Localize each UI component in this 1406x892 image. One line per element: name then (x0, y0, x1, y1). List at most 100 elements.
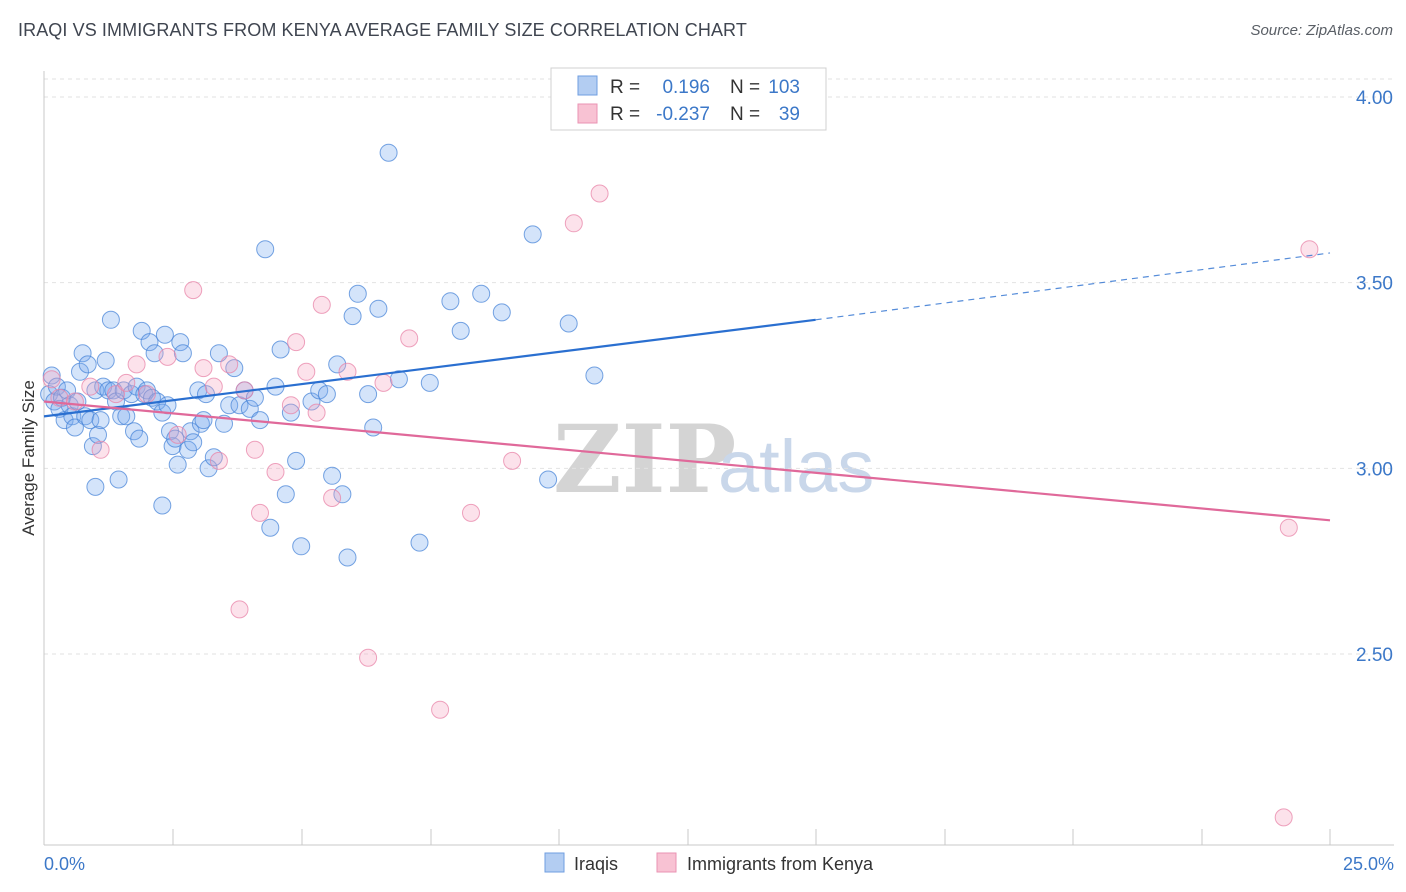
kenya-point-13 (204, 377, 223, 396)
kenya-point-2 (65, 392, 84, 411)
iraqis-point-46 (163, 437, 182, 456)
iraqis-point-27 (109, 470, 128, 489)
series-legend: Iraqis Immigrants from Kenya (544, 852, 874, 874)
kenya-point-19 (307, 403, 326, 422)
iraqis-point-84 (343, 307, 362, 326)
kenya-point-8 (137, 385, 156, 404)
iraqis-point-59 (204, 448, 223, 467)
kenya-point-35 (590, 184, 609, 203)
iraqis-point-73 (276, 485, 295, 504)
iraqis-point-90 (389, 370, 408, 389)
kenya-point-37 (1279, 518, 1298, 537)
iraqis-point-100 (585, 366, 604, 385)
kenya-point-9 (158, 347, 177, 366)
legend-r-label-2: R = (610, 104, 640, 125)
iraqis-point-63 (225, 359, 244, 378)
iraqis-point-97 (523, 225, 542, 244)
x-tick-label-left: 0.0% (44, 854, 85, 874)
iraqis-point-86 (359, 385, 378, 404)
legend-n-value-1: 103 (768, 77, 800, 98)
kenya-point-11 (184, 281, 203, 300)
series-legend-swatch-kenya (656, 852, 677, 873)
kenya-point-20 (323, 489, 342, 507)
iraqis-point-72 (271, 340, 290, 359)
kenya-point-38 (1300, 240, 1319, 259)
iraqis-point-43 (155, 325, 174, 344)
iraqis-point-89 (379, 143, 398, 162)
scatter-points (40, 143, 1319, 827)
axes (43, 71, 1394, 846)
legend-r-value-2: -0.237 (656, 104, 710, 125)
chart-source: Source: ZipAtlas.com (1250, 22, 1393, 39)
iraqis-point-98 (539, 470, 558, 489)
kenya-point-34 (564, 214, 583, 233)
kenya-point-14 (220, 355, 239, 374)
kenya-point-18 (281, 396, 300, 415)
iraqis-point-22 (96, 351, 115, 370)
kenya-point-17 (266, 463, 285, 481)
y-tick-label-2: 3.00 (1356, 459, 1393, 480)
iraqis-point-69 (256, 240, 275, 259)
legend-n-label-1: N = (730, 77, 760, 98)
kenya-point-36 (1274, 808, 1293, 827)
iraqis-point-101 (86, 477, 105, 496)
iraqis-point-76 (292, 537, 311, 556)
iraqis-point-60 (209, 344, 228, 363)
iraqis-point-79 (317, 385, 336, 404)
kenya-point-10 (168, 425, 187, 444)
kenya-point-27 (287, 333, 306, 352)
kenya-point-21 (338, 362, 357, 381)
iraqis-point-85 (348, 284, 367, 303)
legend-swatch-kenya (577, 103, 598, 124)
x-tick-label-right: 25.0% (1343, 854, 1394, 874)
iraqis-point-94 (451, 321, 470, 340)
kenya-point-12 (194, 359, 213, 378)
iraqis-point-62 (220, 396, 239, 415)
iraqis-point-99 (559, 314, 578, 333)
kenya-point-26 (230, 600, 249, 619)
iraqis-point-80 (323, 466, 342, 485)
series-legend-label-kenya: Immigrants from Kenya (687, 854, 874, 874)
iraqis-point-20 (91, 411, 110, 430)
kenya-point-24 (400, 329, 419, 348)
iraqis-trend-line (43, 318, 816, 418)
iraqis-point-92 (420, 373, 439, 392)
iraqis-point-1 (42, 366, 61, 385)
kenya-point-22 (359, 648, 378, 667)
iraqis-point-34 (130, 429, 149, 448)
iraqis-point-13 (73, 344, 92, 363)
iraqis-point-102 (153, 496, 172, 515)
trend-lines (43, 252, 1331, 522)
iraqis-point-66 (240, 399, 259, 418)
kenya-point-5 (107, 385, 125, 404)
iraqis-point-74 (281, 403, 300, 422)
chart-title: IRAQI VS IMMIGRANTS FROM KENYA AVERAGE F… (18, 20, 747, 40)
kenya-point-29 (312, 295, 331, 314)
iraqis-point-15 (78, 355, 97, 374)
stats-legend: R = 0.196 N = 103 R = -0.237 N = 39 (550, 67, 827, 131)
y-tick-labels: 4.00 3.50 3.00 2.50 (1356, 88, 1393, 666)
series-points-1 (42, 184, 1319, 827)
x-tick-marks (172, 829, 1331, 845)
series-legend-label-iraqis: Iraqis (574, 854, 618, 874)
kenya-point-6 (117, 373, 136, 392)
legend-swatch-iraqis (577, 75, 598, 96)
iraqis-point-50 (173, 344, 192, 363)
kenya-point-4 (91, 440, 110, 459)
y-axis-label: Average Family Size (19, 380, 38, 536)
kenya-point-25 (209, 451, 228, 470)
iraqis-point-49 (171, 333, 190, 352)
series-points-0 (40, 143, 604, 567)
iraqis-point-58 (199, 459, 218, 478)
iraqis-point-70 (261, 518, 280, 537)
iraqis-point-56 (194, 411, 213, 430)
iraqis-point-83 (338, 548, 357, 567)
iraqis-point-19 (89, 425, 107, 444)
legend-r-label-1: R = (610, 77, 640, 98)
y-tick-label-0: 4.00 (1356, 88, 1393, 109)
iraqis-point-30 (117, 407, 136, 426)
kenya-trend-line (43, 400, 1331, 522)
iraqis-point-93 (441, 292, 460, 311)
kenya-point-3 (81, 377, 100, 396)
